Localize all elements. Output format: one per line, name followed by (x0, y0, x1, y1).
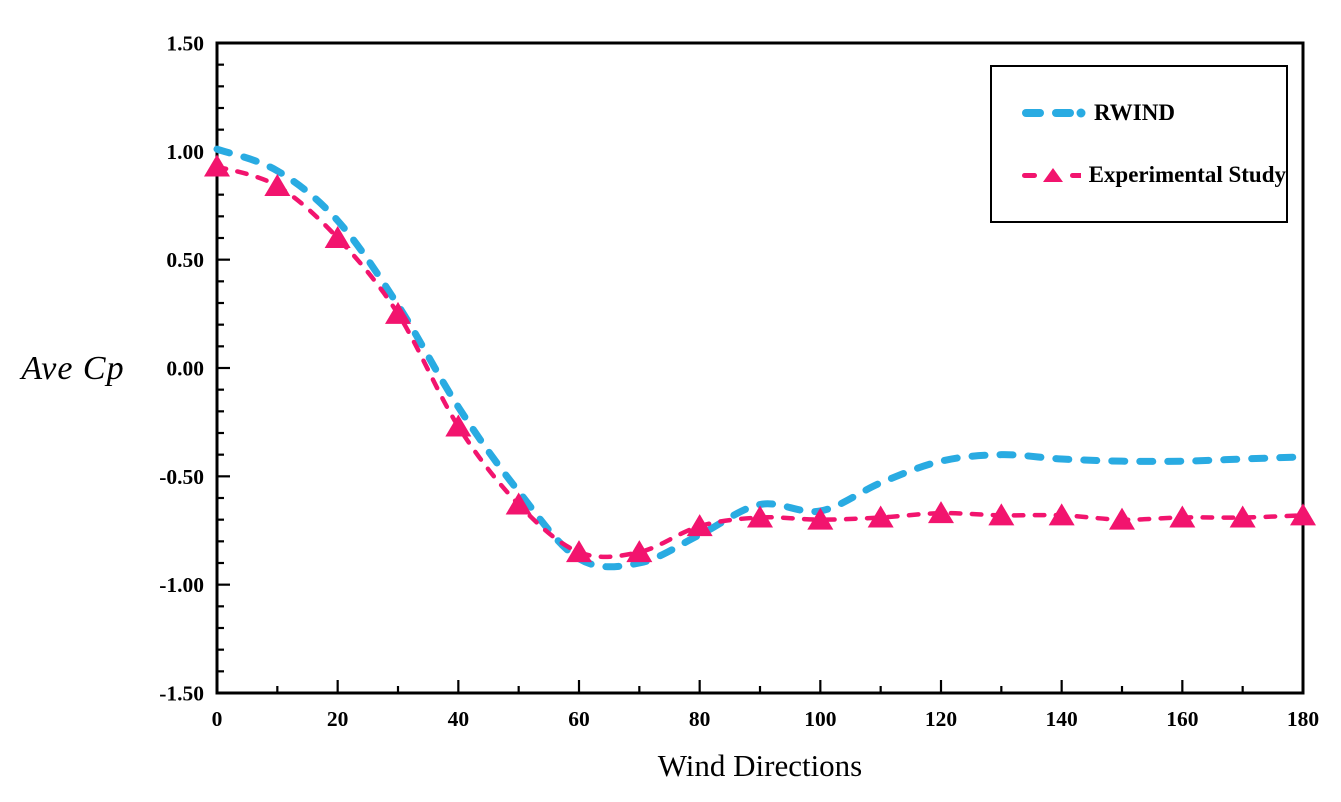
y-tick-label: -1.50 (159, 682, 204, 706)
x-tick-label: 100 (804, 707, 836, 731)
triangle-marker (1290, 503, 1316, 526)
triangle-marker (1169, 505, 1196, 528)
x-axis-title: Wind Directions (657, 748, 863, 783)
triangle-marker (928, 501, 954, 524)
triangle-marker (264, 174, 291, 196)
y-tick-label: 1.50 (166, 32, 204, 56)
x-tick-label: 60 (568, 707, 590, 731)
x-tick-label: 140 (1046, 707, 1078, 731)
triangle-marker (324, 226, 351, 248)
legend: RWIND Experimental Study (990, 65, 1288, 223)
y-tick-label: -0.50 (159, 465, 204, 489)
x-tick-label: 20 (327, 707, 349, 731)
triangle-marker (626, 540, 653, 563)
triangle-marker (1229, 505, 1256, 528)
y-axis-title: Ave Cp (21, 350, 125, 387)
y-tick-label: -1.00 (159, 573, 204, 597)
x-tick-label: 40 (448, 707, 470, 731)
x-tick-label: 0 (212, 707, 223, 731)
y-tick-label: 1.00 (166, 140, 204, 164)
legend-label-experimental: Experimental Study (1088, 162, 1286, 187)
experimental-dash-triangle-icon (1022, 168, 1081, 182)
legend-label-rwind: RWIND (1094, 100, 1175, 125)
experimental-curve (214, 164, 1306, 560)
rwind-dashed-line-icon (1022, 108, 1086, 118)
y-tick-label: 0.50 (166, 248, 204, 272)
x-tick-label: 120 (925, 707, 957, 731)
triangle-marker (204, 154, 230, 177)
triangle-marker (747, 505, 773, 528)
triangle-marker (867, 505, 894, 528)
x-tick-label: 80 (689, 707, 711, 731)
x-tick-label: 180 (1287, 707, 1319, 731)
x-tick-label: 160 (1166, 707, 1198, 731)
triangle-marker (566, 540, 592, 563)
legend-item-experimental: Experimental Study (1022, 162, 1286, 187)
triangle-marker (988, 503, 1015, 526)
triangle-marker (1048, 503, 1075, 526)
triangle-marker (807, 507, 834, 530)
triangle-marker (385, 301, 411, 324)
legend-item-rwind: RWIND (1022, 100, 1286, 125)
triangle-marker (445, 414, 472, 437)
y-tick-label: 0.00 (166, 357, 204, 381)
triangle-marker (505, 492, 532, 515)
triangle-marker (1109, 507, 1135, 530)
triangle-marker (686, 514, 713, 537)
